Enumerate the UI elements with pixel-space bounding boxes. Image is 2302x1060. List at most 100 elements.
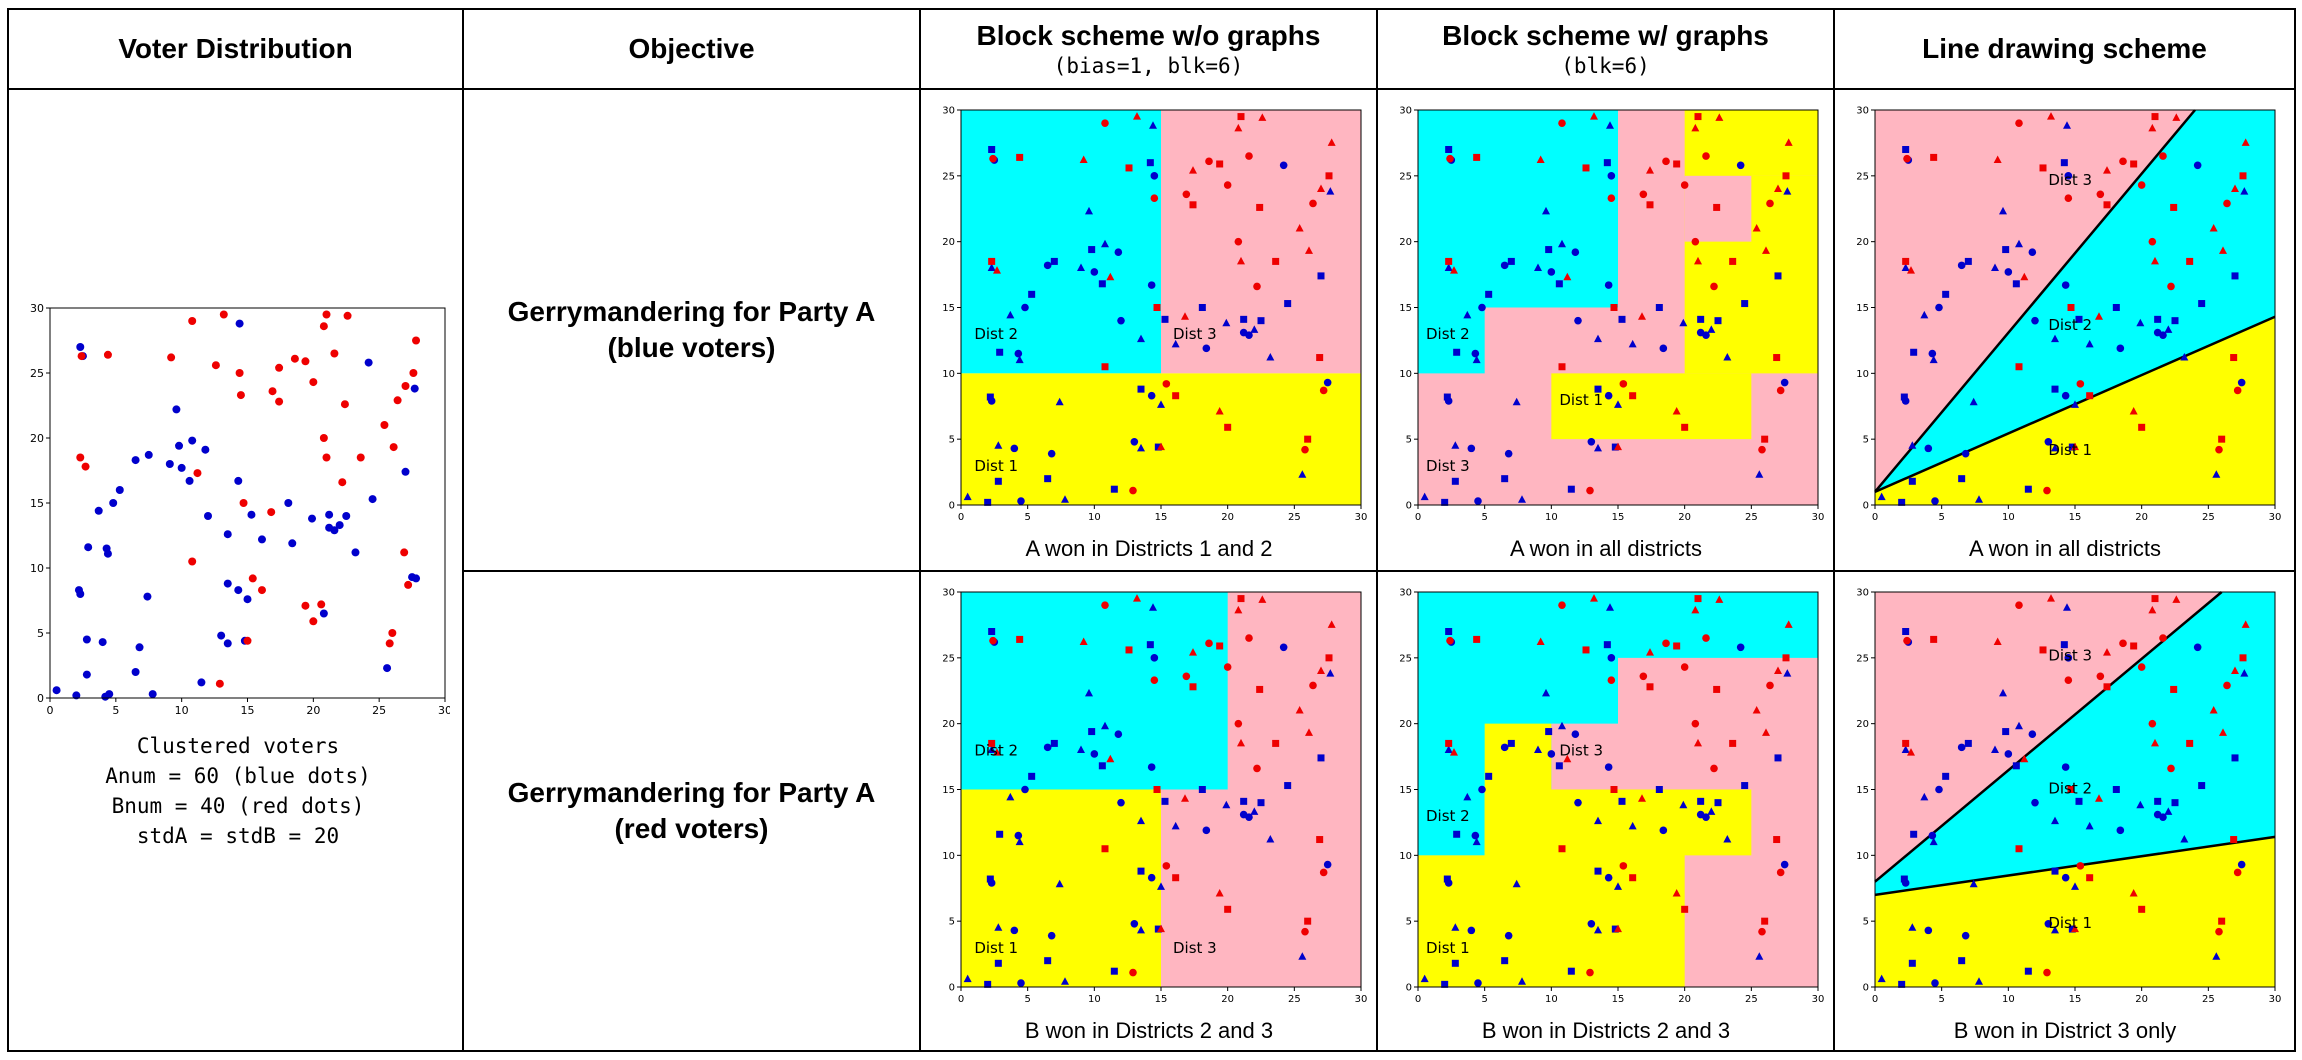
voter-point	[1618, 315, 1626, 323]
voter-point	[1691, 123, 1700, 132]
voter-point	[1137, 443, 1145, 452]
voter-point	[1758, 927, 1766, 936]
voter-point	[1773, 354, 1781, 362]
voter-point	[1898, 498, 1906, 506]
voter-point	[1147, 281, 1156, 289]
voter-point	[2012, 280, 2020, 288]
y-tick-label: 25	[30, 367, 44, 380]
voter-point	[1014, 349, 1023, 358]
voter-point	[994, 923, 1003, 931]
voter-point	[1512, 879, 1521, 888]
column-title: Objective	[628, 33, 755, 64]
x-tick-label: 0	[1872, 512, 1878, 523]
x-tick-label: 15	[1155, 994, 1168, 1005]
voter-point	[1614, 442, 1622, 451]
voter-point	[2215, 927, 2223, 936]
voter-point	[988, 257, 996, 265]
district-label: Dist 3	[1559, 741, 1603, 759]
y-tick-label: 10	[1399, 369, 1412, 380]
voter-point	[1326, 669, 1335, 677]
voter-point	[2103, 683, 2111, 691]
voter-point	[1295, 706, 1304, 714]
voter-point	[1607, 676, 1616, 685]
plot-frame	[1874, 109, 2276, 506]
header-line-drawing: Line drawing scheme	[1835, 9, 2294, 89]
x-tick-label: 15	[1155, 512, 1168, 523]
voter-point	[1171, 821, 1180, 830]
header-block-graphs: Block scheme w/ graphs (blk=6)	[1378, 9, 1833, 89]
voter-point	[1736, 643, 1745, 652]
voter-point	[2159, 813, 2167, 821]
voter-point	[2015, 601, 2023, 609]
voter-point	[275, 397, 284, 406]
x-tick-label: 15	[2069, 994, 2082, 1005]
district-label: Dist 3	[2048, 646, 2092, 664]
voter-point	[404, 580, 413, 589]
voter-point	[1762, 728, 1770, 736]
voter-point	[1215, 407, 1224, 415]
voter-point	[1614, 924, 1622, 933]
voter-point	[1473, 635, 1481, 643]
voter-point	[1673, 642, 1681, 650]
voter-point	[1044, 957, 1052, 965]
voter-point	[1245, 634, 1253, 642]
district-label: Dist 2	[1426, 807, 1470, 825]
voter-point	[1741, 300, 1749, 308]
voter-point	[1729, 257, 1737, 265]
voter-point	[1604, 391, 1613, 400]
x-tick-label: 10	[1545, 994, 1558, 1005]
voter-point	[2004, 750, 2013, 758]
voter-point	[1444, 745, 1453, 753]
voter-point	[1106, 272, 1115, 281]
voter-point	[2231, 754, 2239, 762]
voter-point	[1714, 799, 1722, 807]
header-block-no-graphs: Block scheme w/o graphs (bias=1, blk=6)	[921, 9, 1376, 89]
voter-point	[1154, 443, 1162, 451]
voter-point	[1713, 203, 1721, 211]
voter-point	[1500, 743, 1509, 752]
voter-point	[356, 453, 365, 462]
y-tick-label: 10	[30, 562, 44, 575]
y-tick-label: 5	[1863, 917, 1869, 928]
voter-point	[1077, 745, 1085, 753]
voter-point	[257, 586, 266, 595]
x-tick-label: 5	[1024, 512, 1030, 523]
voter-point	[1702, 813, 1710, 821]
voter-point	[76, 453, 85, 462]
voter-point	[2193, 161, 2202, 170]
voter-point	[988, 739, 996, 747]
voter-point	[1149, 121, 1157, 129]
y-tick-label: 5	[1406, 435, 1412, 446]
voter-point	[2219, 246, 2227, 254]
x-tick-label: 30	[1812, 994, 1825, 1005]
voter-point	[2085, 821, 2094, 830]
voter-point	[2067, 786, 2075, 793]
voter-point	[1467, 444, 1476, 453]
voter-point	[1908, 441, 1917, 449]
voter-point	[1327, 620, 1336, 628]
voter-point	[2076, 380, 2085, 388]
y-tick-label: 20	[942, 719, 955, 730]
y-tick-label: 0	[1406, 983, 1412, 994]
x-tick-label: 20	[1221, 512, 1234, 523]
voter-point	[1782, 172, 1790, 180]
voter-point	[1628, 821, 1637, 830]
voter-point	[1607, 654, 1616, 662]
voter-point	[2218, 917, 2226, 925]
voter-point	[1752, 706, 1761, 714]
voter-point	[2233, 386, 2242, 395]
voter-point	[219, 310, 228, 319]
voter-point	[82, 670, 91, 679]
voter-point	[188, 436, 197, 445]
voter-point	[1445, 146, 1453, 153]
voter-point	[1234, 719, 1243, 728]
voter-point	[215, 679, 224, 688]
x-tick-label: 25	[1288, 994, 1301, 1005]
voter-point	[2223, 681, 2231, 690]
voter-point	[1558, 601, 1566, 609]
voter-point	[211, 361, 220, 370]
voter-point	[1655, 304, 1663, 311]
voter-point	[2095, 312, 2103, 320]
voter-point	[148, 690, 157, 699]
voter-point	[1958, 475, 1966, 483]
